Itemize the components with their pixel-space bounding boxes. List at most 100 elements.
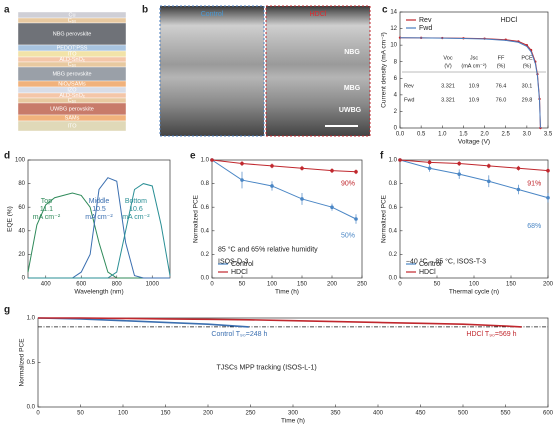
x-tick-label: 2.0 <box>480 132 489 138</box>
x-tick-label: 2.5 <box>502 132 511 138</box>
x-axis-label: Voltage (V) <box>458 139 490 146</box>
panel-label: a <box>4 5 10 16</box>
series-label: Middle <box>89 198 110 205</box>
layer-label: UWBG <box>339 107 362 114</box>
y-tick-label: 0 <box>394 126 398 132</box>
panel-label: e <box>190 151 196 162</box>
y-tick-label: 0.4 <box>201 228 210 234</box>
chart-f: f 0 50 100 150 200 0.0 0.2 0.4 0.6 0.8 1.0 Thermal c… <box>380 151 554 296</box>
x-tick-label: 500 <box>458 411 469 417</box>
x-tick-label: 300 <box>288 411 299 417</box>
legend-label: Control <box>419 261 442 268</box>
annotation: 68% <box>527 223 541 230</box>
x-tick-label: 400 <box>373 411 384 417</box>
series-label: mA cm⁻² <box>33 214 61 221</box>
series-line <box>211 159 357 220</box>
y-axis-label: EQE (%) <box>7 206 14 232</box>
x-tick-label: 200 <box>327 282 338 288</box>
sem-label: Control <box>201 11 224 18</box>
panel-label: g <box>4 305 10 316</box>
x-tick-label: 150 <box>160 411 171 417</box>
series-line <box>399 159 549 199</box>
layer-label: SAMs <box>65 115 80 121</box>
y-tick-label: 12 <box>390 26 397 32</box>
x-axis-label: Time (h) <box>275 289 299 296</box>
marker <box>354 170 358 174</box>
y-tick-label: 1.0 <box>389 158 398 164</box>
y-tick-label: 60 <box>18 205 25 211</box>
chart-c: c 0.0 0.5 1.0 1.5 2.0 2.5 3.0 3.5 0 2 4 6 8 10 12 14 Volt… <box>381 5 553 146</box>
x-tick-label: 0.5 <box>417 132 426 138</box>
series-label: 10.6 <box>129 206 143 213</box>
marker <box>270 184 274 188</box>
y-tick-label: 0.4 <box>389 228 398 234</box>
chart-d: d 400 600 800 1000 0 20 40 60 80 100 Wavelength (nm… <box>4 151 171 296</box>
marker <box>487 164 491 168</box>
y-tick-label: 0.6 <box>389 205 398 211</box>
y-axis-label: Normalized PCE <box>19 338 26 387</box>
annotation: HDCl <box>501 17 518 24</box>
x-tick-label: 0 <box>398 282 402 288</box>
x-tick-label: 3.0 <box>523 132 532 138</box>
marker <box>457 161 462 166</box>
annotation: 85 °C and 65% relative humidity <box>218 246 318 254</box>
series-line <box>28 183 171 279</box>
panel-label: d <box>4 151 10 162</box>
x-tick-label: 800 <box>112 282 123 288</box>
series-line <box>38 317 522 328</box>
y-tick-label: 0.0 <box>201 276 210 282</box>
series-label: 11.1 <box>40 206 53 213</box>
marker <box>539 126 542 130</box>
series-line <box>211 159 357 173</box>
annotation: −40 °C – 85 °C, ISOS-T-3 <box>406 257 486 265</box>
x-tick-label: 350 <box>330 411 341 417</box>
x-tick-label: 100 <box>118 411 129 417</box>
x-tick-label: 600 <box>76 282 87 288</box>
y-tick-label: 80 <box>18 181 25 187</box>
panel-a: a <box>4 5 10 16</box>
table-cell: 3.321 <box>441 83 455 89</box>
series-line <box>399 37 541 129</box>
x-tick-label: 100 <box>267 282 278 288</box>
table-header: Jsc <box>470 55 479 61</box>
layer-label: NiOₓ/SAMs <box>58 81 86 87</box>
table-cell: Rev <box>404 83 414 89</box>
layer-label: ALD-SnOₓ <box>59 57 85 63</box>
y-tick-label: 0.2 <box>389 252 398 258</box>
layer-label: NBG <box>344 49 360 56</box>
y-tick-label: 0.2 <box>201 252 210 258</box>
x-tick-label: 0 <box>36 411 40 417</box>
table-header: Voc <box>443 55 452 61</box>
x-tick-label: 100 <box>469 282 480 288</box>
panel-label: f <box>380 151 384 162</box>
table-header: (mA cm⁻²) <box>461 63 486 69</box>
marker <box>330 205 334 209</box>
marker <box>546 195 550 200</box>
y-axis-label: Normalized PCE <box>381 194 388 243</box>
series-label: mA cm⁻² <box>85 214 113 221</box>
x-tick-label: 3.5 <box>544 132 553 138</box>
marker <box>516 166 521 171</box>
series-line <box>28 177 170 279</box>
x-tick-label: 250 <box>357 282 368 288</box>
x-tick-label: 150 <box>506 282 517 288</box>
y-tick-label: 0.8 <box>389 181 398 187</box>
marker <box>457 172 462 176</box>
sem-image <box>159 5 265 137</box>
layer-label: NBG perovskite <box>53 31 92 37</box>
layer-label: C₆₀ <box>68 62 76 68</box>
annotation: ISOS-D-3 <box>218 258 248 265</box>
x-tick-label: 1.5 <box>459 132 468 138</box>
series-label: 10.5 <box>92 206 106 213</box>
x-tick-label: 150 <box>297 282 308 288</box>
y-tick-label: 1.0 <box>27 316 36 322</box>
x-tick-label: 0.0 <box>396 132 405 138</box>
series-label: Top <box>41 198 52 205</box>
table-header: PCE <box>521 55 533 61</box>
marker <box>210 158 214 162</box>
y-tick-label: 6 <box>394 76 398 82</box>
table-cell: Fwd <box>404 97 414 103</box>
series-label: mA cm⁻² <box>122 214 150 221</box>
x-tick-label: 1.0 <box>438 132 447 138</box>
legend-label: Fwd <box>419 25 432 32</box>
